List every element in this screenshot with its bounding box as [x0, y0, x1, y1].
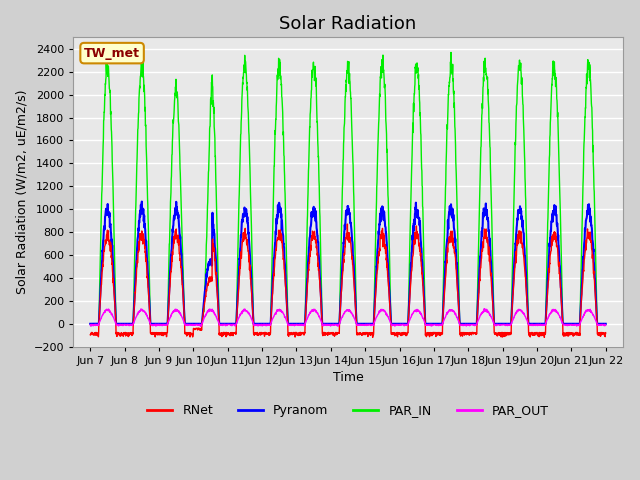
RNet	[363, 331, 371, 336]
PAR_IN	[363, 321, 371, 327]
X-axis label: Time: Time	[333, 372, 364, 384]
RNet	[571, 331, 579, 336]
PAR_IN	[447, 49, 455, 55]
Title: Solar Radiation: Solar Radiation	[279, 15, 417, 33]
Line: Pyranom: Pyranom	[90, 202, 605, 324]
RNet	[557, 284, 564, 290]
PAR_IN	[374, 149, 381, 155]
RNet	[344, 221, 351, 227]
PAR_IN	[557, 210, 564, 216]
Y-axis label: Solar Radiation (W/m2, uE/m2/s): Solar Radiation (W/m2, uE/m2/s)	[15, 90, 28, 294]
PAR_OUT	[557, 315, 564, 321]
Pyranom	[138, 199, 146, 204]
Pyranom	[571, 321, 579, 327]
PAR_IN	[230, 321, 238, 327]
RNet	[374, 259, 382, 264]
PAR_OUT	[363, 322, 371, 328]
RNet	[541, 335, 548, 340]
Pyranom	[86, 321, 94, 327]
PAR_OUT	[86, 322, 94, 328]
PAR_OUT	[230, 322, 238, 327]
PAR_OUT	[197, 324, 205, 329]
Line: RNet: RNet	[90, 224, 605, 337]
PAR_OUT	[498, 322, 506, 328]
RNet	[86, 332, 94, 338]
RNet	[230, 331, 238, 336]
Pyranom	[363, 321, 371, 327]
Line: PAR_IN: PAR_IN	[90, 52, 605, 324]
PAR_OUT	[571, 322, 579, 327]
Pyranom	[498, 321, 506, 327]
RNet	[498, 330, 506, 336]
PAR_IN	[571, 321, 579, 327]
Pyranom	[230, 321, 238, 327]
Line: PAR_OUT: PAR_OUT	[90, 309, 605, 326]
PAR_IN	[498, 321, 506, 327]
Text: TW_met: TW_met	[84, 47, 140, 60]
PAR_OUT	[602, 323, 609, 328]
RNet	[602, 330, 609, 336]
Pyranom	[374, 241, 382, 247]
PAR_IN	[602, 321, 609, 327]
Pyranom	[602, 321, 609, 327]
Legend: RNet, Pyranom, PAR_IN, PAR_OUT: RNet, Pyranom, PAR_IN, PAR_OUT	[142, 399, 554, 422]
Pyranom	[557, 274, 564, 279]
PAR_OUT	[481, 306, 488, 312]
PAR_IN	[86, 321, 94, 327]
PAR_OUT	[374, 312, 382, 317]
